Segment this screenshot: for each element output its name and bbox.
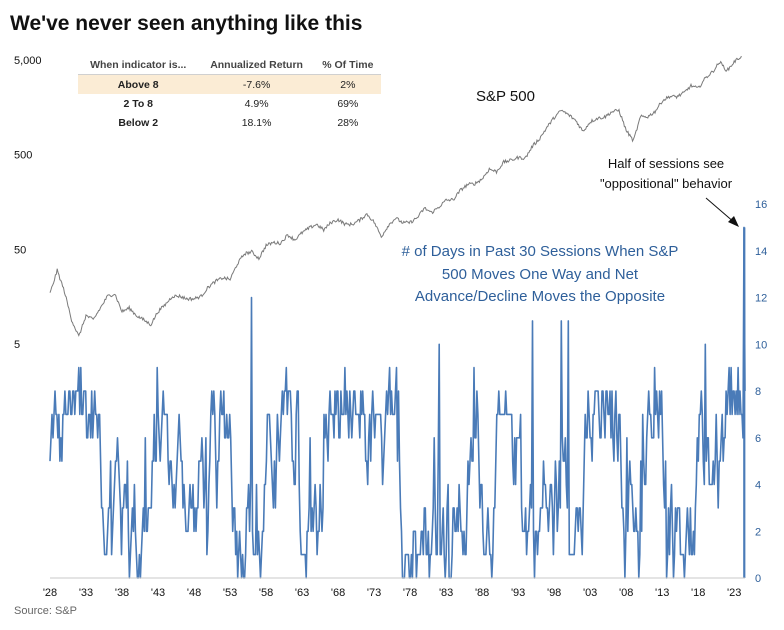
indicator-series-line xyxy=(49,226,746,579)
right-tick-label: 12 xyxy=(755,293,767,305)
right-tick-label: 8 xyxy=(755,386,761,398)
series-note-line-3: Advance/Decline Moves the Opposite xyxy=(415,288,665,305)
stats-table: When indicator is... Annualized Return %… xyxy=(78,56,381,132)
x-axis-ticks: '28 '33 '38 '43 '48 '53 '58 '63 '68 '73 '78 '83 '88 '… xyxy=(43,587,742,599)
x-tick-label: '78 xyxy=(403,587,417,599)
x-tick-label: '93 xyxy=(511,587,525,599)
source-note: Source: S&P xyxy=(14,605,77,617)
callout-arrow xyxy=(705,197,739,227)
row-label: Above 8 xyxy=(78,74,199,94)
right-tick-label: 6 xyxy=(755,433,761,445)
row-return: -7.6% xyxy=(198,74,315,94)
indicator-bars xyxy=(49,226,746,579)
row-label: Below 2 xyxy=(118,116,159,129)
price-line xyxy=(49,55,742,337)
callout-line-2: "oppositional" behavior xyxy=(600,176,733,191)
x-tick-label: '53 xyxy=(223,587,237,599)
sp500-series-line xyxy=(49,55,742,337)
x-tick-label: '28 xyxy=(43,587,57,599)
series-note-line-2: 500 Moves One Way and Net xyxy=(442,266,639,283)
chart-svg: 5,000 500 50 5 0 2 4 6 8 10 12 14 16 '28 '33 '38 '43 '4… xyxy=(14,55,767,599)
left-tick-label: 5 xyxy=(14,339,20,351)
right-tick-label: 2 xyxy=(755,526,761,538)
series-note-line-1: # of Days in Past 30 Sessions When S&P xyxy=(402,243,679,260)
row-time: 28% xyxy=(337,116,359,129)
header-indicator: When indicator is... xyxy=(78,56,199,75)
right-tick-label: 16 xyxy=(755,199,767,211)
x-tick-label: '08 xyxy=(619,587,633,599)
left-tick-label: 5,000 xyxy=(14,55,42,67)
x-tick-label: '38 xyxy=(115,587,129,599)
right-tick-label: 14 xyxy=(755,246,767,258)
x-tick-label: '88 xyxy=(475,587,489,599)
left-tick-label: 500 xyxy=(14,150,32,162)
x-tick-label: '73 xyxy=(367,587,381,599)
sp500-label: S&P 500 xyxy=(476,88,535,105)
header-annualized-return: Annualized Return xyxy=(198,56,315,75)
x-tick-label: '23 xyxy=(727,587,741,599)
x-tick-label: '43 xyxy=(151,587,165,599)
row-return: 18.1% xyxy=(241,116,272,129)
table-row: Above 8 -7.6% 2% xyxy=(78,74,381,94)
table-row: Below 2 18.1% 28% xyxy=(78,113,381,132)
x-tick-label: '83 xyxy=(439,587,453,599)
right-axis-ticks: 0 2 4 6 8 10 12 14 16 xyxy=(755,199,767,585)
x-tick-label: '03 xyxy=(583,587,597,599)
x-tick-label: '13 xyxy=(655,587,669,599)
table-header-row: When indicator is... Annualized Return %… xyxy=(78,56,381,75)
x-tick-label: '98 xyxy=(547,587,561,599)
row-time: 2% xyxy=(314,74,381,94)
row-label: 2 To 8 xyxy=(123,97,153,110)
right-tick-label: 10 xyxy=(755,339,767,351)
callout-line-1: Half of sessions see xyxy=(608,156,724,171)
x-tick-label: '33 xyxy=(79,587,93,599)
left-tick-label: 50 xyxy=(14,244,26,256)
x-tick-label: '63 xyxy=(295,587,309,599)
x-tick-label: '58 xyxy=(259,587,273,599)
chart-title: We've never seen anything like this xyxy=(10,12,363,35)
right-tick-label: 4 xyxy=(755,480,761,492)
table-row: 2 To 8 4.9% 69% xyxy=(78,94,381,113)
x-tick-label: '48 xyxy=(187,587,201,599)
row-return: 4.9% xyxy=(244,97,269,110)
left-axis-ticks: 5,000 500 50 5 xyxy=(14,55,42,351)
x-tick-label: '68 xyxy=(331,587,345,599)
right-tick-label: 0 xyxy=(755,573,761,585)
x-tick-label: '18 xyxy=(691,587,705,599)
header-pct-of-time: % Of Time xyxy=(314,56,381,75)
row-time: 69% xyxy=(337,97,359,110)
